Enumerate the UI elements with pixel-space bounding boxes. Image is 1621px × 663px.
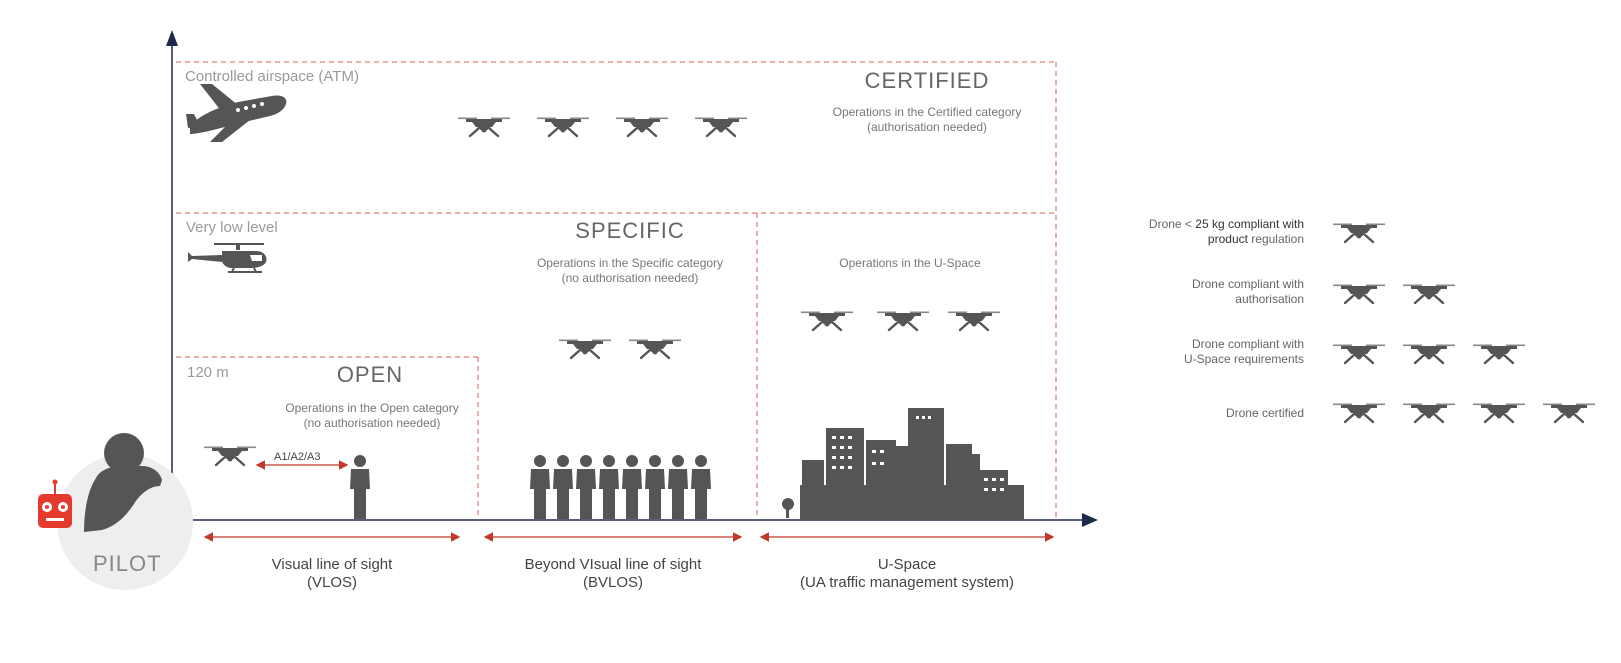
drone-icon — [1541, 402, 1597, 424]
zone-label-controlled-airspace: Controlled airspace (ATM) — [185, 68, 359, 85]
legend-line: U-Space requirements — [1183, 352, 1304, 366]
vlos-subcategory-label: A1/A2/A3 — [274, 451, 321, 463]
pilot-head — [104, 433, 144, 473]
x-axis-label-bvlos: Beyond VIsual line of sight (BVLOS) — [486, 556, 740, 592]
legend-line: product regulation — [1080, 232, 1304, 247]
drone-icon — [202, 445, 258, 467]
legend-text-uspace: Drone compliant with U-Space requirement… — [1080, 337, 1304, 367]
legend-text-part: regulation — [1247, 232, 1304, 246]
drone-icon — [946, 310, 1002, 332]
axis-label-line: (BVLOS) — [582, 574, 643, 591]
x-axis-arrow — [1082, 513, 1098, 527]
category-desc-line: (no authorisation needed) — [303, 416, 441, 430]
category-desc-line: Operations in the Specific category — [536, 256, 724, 270]
category-title-certified: CERTIFIED — [864, 68, 990, 93]
zone-label-very-low-level: Very low level — [186, 219, 278, 236]
category-desc-line: (no authorisation needed) — [561, 271, 699, 285]
category-desc-line: Operations in the Certified category — [832, 105, 1022, 119]
legend-text-authorisation: Drone compliant with authorisation — [1080, 277, 1304, 307]
drone-icon — [1401, 283, 1457, 305]
drone-icon — [1401, 402, 1457, 424]
category-desc-line: Operations in the Open category — [285, 401, 459, 415]
drone-icon — [614, 116, 670, 138]
legend-line: Drone compliant with — [1191, 337, 1304, 351]
remote-control-icon — [38, 479, 72, 528]
drone-icon — [875, 310, 931, 332]
uspace-drones — [799, 310, 1002, 332]
axis-label-line: Visual line of sight — [271, 556, 393, 573]
drone-icon — [693, 116, 749, 138]
open-scene — [202, 445, 370, 519]
city-icon — [782, 408, 1024, 520]
x-axis-label-vlos: Visual line of sight (VLOS) — [206, 556, 458, 592]
airplane-icon — [186, 84, 287, 142]
category-title-open: OPEN — [336, 362, 404, 387]
legend-text-part: Drone < — [1148, 217, 1196, 231]
pilot-label: PILOT — [93, 551, 162, 576]
drone-icon — [1471, 402, 1527, 424]
certified-drones — [456, 116, 749, 138]
drone-icon — [1331, 222, 1387, 244]
axis-label-line: (UA traffic management system) — [800, 574, 1014, 591]
category-title-specific: SPECIFIC — [575, 218, 685, 243]
zone-boundaries — [176, 61, 1057, 518]
legend-text-bold: 25 kg compliant with — [1195, 217, 1304, 231]
crowd-icon — [530, 455, 711, 519]
drone-icon — [1331, 402, 1387, 424]
drone-icon — [1471, 343, 1527, 365]
drone-icon — [627, 338, 683, 360]
legend-line: Drone < 25 kg compliant with — [1080, 217, 1304, 232]
person-icon — [350, 455, 370, 519]
y-axis-arrow — [166, 30, 178, 46]
drone-icon — [799, 310, 855, 332]
category-desc-line: (authorisation needed) — [866, 120, 988, 134]
x-axis-label-uspace: U-Space (UA traffic management system) — [762, 556, 1052, 592]
zone-label-120m: 120 m — [187, 364, 229, 381]
category-desc-certified: Operations in the Certified category (au… — [802, 105, 1052, 135]
legend-text-product-regulation: Drone < 25 kg compliant with product reg… — [1080, 217, 1304, 247]
legend-text-certified: Drone certified — [1225, 406, 1304, 420]
drone-icon — [535, 116, 591, 138]
drone-icon — [1401, 343, 1457, 365]
category-desc-open: Operations in the Open category (no auth… — [262, 401, 482, 431]
legend-drones — [1331, 222, 1597, 424]
pilot-figure — [38, 433, 193, 590]
drone-icon — [557, 338, 613, 360]
legend-line: authorisation — [1235, 292, 1304, 306]
axis-label-line: (VLOS) — [306, 574, 357, 591]
legend-line: Drone compliant with — [1191, 277, 1304, 291]
axis-label-line: U-Space — [877, 556, 937, 573]
drone-icon — [1331, 283, 1387, 305]
legend-text-bold: product — [1207, 232, 1248, 246]
helicopter-icon — [188, 243, 267, 273]
pilot-body — [84, 466, 162, 532]
drone-icon — [1331, 343, 1387, 365]
axis-label-line: Beyond VIsual line of sight — [524, 556, 702, 573]
category-desc-specific: Operations in the Specific category (no … — [510, 256, 750, 286]
drone-icon — [456, 116, 512, 138]
specific-drones — [557, 338, 683, 360]
uspace-desc: Operations in the U-Space — [839, 256, 981, 270]
